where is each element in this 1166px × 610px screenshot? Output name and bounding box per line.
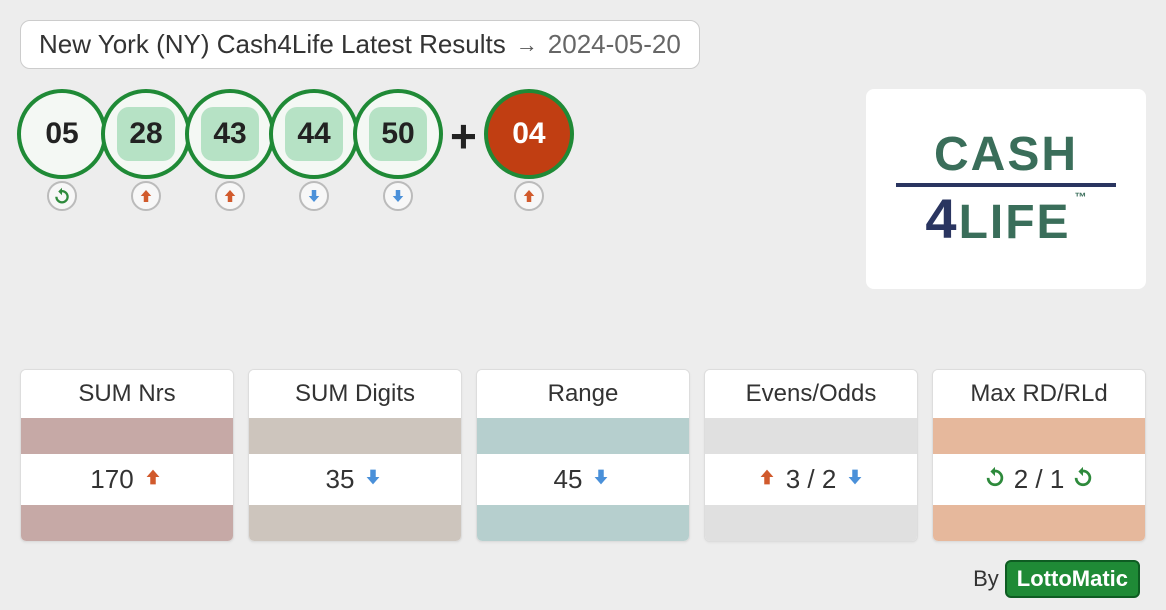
ball-wrap: 04 xyxy=(487,89,571,211)
repeat-icon xyxy=(984,464,1006,495)
stat-card[interactable]: SUM Digits 35 xyxy=(248,369,462,542)
results-date: 2024-05-20 xyxy=(548,29,681,60)
lottery-ball-2[interactable]: 28 xyxy=(101,89,191,179)
stat-band xyxy=(21,505,233,541)
lottery-ball-5[interactable]: 50 xyxy=(353,89,443,179)
stat-card[interactable]: Evens/Odds 3 / 2 xyxy=(704,369,918,542)
stat-value: 170 xyxy=(21,454,233,505)
stat-value: 45 xyxy=(477,454,689,505)
ball-wrap: 28 xyxy=(104,89,188,211)
repeat-icon xyxy=(47,181,77,211)
footer-credit: By LottoMatic xyxy=(973,560,1140,598)
stat-value: 3 / 2 xyxy=(705,454,917,505)
stat-value-text: 170 xyxy=(90,464,133,495)
logo-line2: 4 LIFE ™ xyxy=(925,191,1086,247)
up-icon xyxy=(215,181,245,211)
down-icon xyxy=(590,464,612,495)
stat-band xyxy=(477,418,689,454)
stat-band xyxy=(249,505,461,541)
stat-value-text: 3 / 2 xyxy=(786,464,837,495)
bonus-ball[interactable]: 04 xyxy=(484,89,574,179)
stat-value-text: 45 xyxy=(554,464,583,495)
footer-by: By xyxy=(973,566,999,592)
logo-line1: CASH xyxy=(934,131,1078,179)
ball-wrap: 44 xyxy=(272,89,356,211)
repeat-icon xyxy=(1072,464,1094,495)
stat-title: Evens/Odds xyxy=(705,370,917,418)
ball-wrap: 50 xyxy=(356,89,440,211)
stats-row: SUM Nrs 170 SUM Digits 35 Range 45 Evens/Odds 3… xyxy=(20,369,1146,542)
stat-title: SUM Nrs xyxy=(21,370,233,418)
stat-card[interactable]: Max RD/RLd 2 / 1 xyxy=(932,369,1146,542)
stat-card[interactable]: SUM Nrs 170 xyxy=(20,369,234,542)
stat-band xyxy=(477,505,689,541)
up-icon xyxy=(142,464,164,495)
down-icon xyxy=(299,181,329,211)
down-icon xyxy=(383,181,413,211)
stat-band xyxy=(933,505,1145,541)
stat-value-text: 2 / 1 xyxy=(1014,464,1065,495)
arrow-right-icon: → xyxy=(516,32,538,58)
lottery-ball-4[interactable]: 44 xyxy=(269,89,359,179)
stat-value: 35 xyxy=(249,454,461,505)
stat-band xyxy=(705,505,917,541)
down-icon xyxy=(844,464,866,495)
stat-title: Max RD/RLd xyxy=(933,370,1145,418)
results-header[interactable]: New York (NY) Cash4Life Latest Results →… xyxy=(20,20,700,69)
ball-wrap: 43 xyxy=(188,89,272,211)
balls-row: 0528434450+04 xyxy=(20,89,571,211)
plus-sign: + xyxy=(450,109,477,191)
stat-band xyxy=(249,418,461,454)
stat-value: 2 / 1 xyxy=(933,454,1145,505)
up-icon xyxy=(131,181,161,211)
footer-brand[interactable]: LottoMatic xyxy=(1005,560,1140,598)
stat-card[interactable]: Range 45 xyxy=(476,369,690,542)
stat-band xyxy=(21,418,233,454)
stat-value-text: 35 xyxy=(326,464,355,495)
top-row: 0528434450+04 CASH 4 LIFE ™ xyxy=(20,89,1146,289)
up-icon xyxy=(756,464,778,495)
stat-band xyxy=(933,418,1145,454)
lottery-ball-1[interactable]: 05 xyxy=(17,89,107,179)
down-icon xyxy=(362,464,384,495)
stat-title: SUM Digits xyxy=(249,370,461,418)
stat-band xyxy=(705,418,917,454)
up-icon xyxy=(514,181,544,211)
ball-wrap: 05 xyxy=(20,89,104,211)
stat-title: Range xyxy=(477,370,689,418)
lottery-ball-3[interactable]: 43 xyxy=(185,89,275,179)
page-title: New York (NY) Cash4Life Latest Results xyxy=(39,29,506,60)
cash4life-logo: CASH 4 LIFE ™ xyxy=(866,89,1146,289)
